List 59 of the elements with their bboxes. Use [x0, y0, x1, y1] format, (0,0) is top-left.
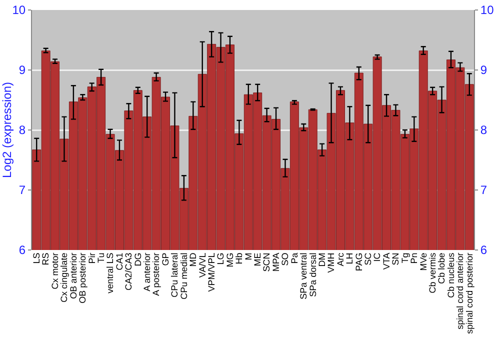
x-tick-label: Cb vermis	[427, 252, 438, 294]
x-tick-label: DM	[316, 252, 327, 267]
y2-tick-label: 6	[480, 243, 488, 258]
x-tick-label: MG	[224, 252, 235, 268]
y-tick-label: 6	[18, 243, 26, 258]
x-tick-label: Cx motor	[50, 252, 60, 290]
x-tick-label: ME	[252, 252, 263, 266]
x-tick-label: LG	[216, 252, 226, 265]
x-tick-label: VTA	[381, 252, 392, 270]
x-tick-label: MD	[188, 252, 198, 267]
x-tick-label: SPa ventral	[298, 252, 309, 300]
x-tick-label: ventral LS	[105, 252, 116, 294]
x-tick-label: VPM/VPL	[206, 252, 216, 292]
x-tick-label: SPa dorsal	[308, 252, 318, 297]
x-tick-label: LH	[344, 252, 355, 264]
x-tick-label: DG	[132, 252, 143, 266]
y-tick-label: 9	[18, 63, 26, 78]
y-tick-label: 7	[18, 183, 26, 198]
x-tick-label: MVe	[418, 252, 428, 271]
y2-tick-label: 10	[480, 3, 494, 18]
x-tick-label: RS	[40, 252, 51, 266]
x-tick-label: A posterior	[151, 252, 162, 296]
x-tick-label: VMH	[326, 252, 336, 273]
x-tick-label: Cb nucleus	[446, 252, 456, 298]
x-tick-label: SO	[280, 252, 290, 266]
x-tick-label: CA1	[114, 252, 124, 270]
x-tick-label: PAG	[354, 252, 364, 272]
x-tick-label: SC	[363, 252, 374, 266]
x-tick-label: CA2/CA3	[124, 252, 134, 290]
x-tick-label: A anterior	[142, 252, 152, 292]
x-tick-label: Cx cingulate	[59, 252, 70, 302]
x-tick-label: OB posterior	[78, 252, 88, 304]
x-tick-label: Pa	[289, 252, 300, 264]
x-tick-label: CPu lateral	[170, 252, 180, 298]
x-tick-label: spinal cord anterior	[455, 252, 466, 330]
x-tick-label: Pir	[86, 252, 97, 264]
x-tick-label: MPA	[270, 252, 281, 272]
x-tick-label: M	[243, 252, 254, 260]
x-tick-label: VA/VL	[197, 252, 208, 278]
x-tick-label: Tu	[96, 252, 106, 263]
x-tick-label: CPu medial	[178, 252, 189, 300]
x-tick-label: Hb	[234, 252, 244, 264]
x-tick-label: SCN	[262, 252, 272, 272]
y-tick-label: 8	[18, 123, 26, 138]
y2-tick-label: 8	[480, 123, 488, 138]
y2-tick-label: 7	[480, 183, 488, 198]
x-tick-label: Tg	[400, 252, 410, 264]
x-tick-label: LS	[32, 252, 42, 264]
x-tick-label: Pn	[409, 252, 420, 264]
x-tick-label: spinal cord posterior	[464, 252, 474, 334]
y-tick-label: 10	[12, 3, 26, 18]
x-tick-label: Arc	[335, 252, 346, 266]
x-tick-label: GP	[160, 252, 170, 266]
y2-tick-label: 9	[480, 63, 488, 78]
x-tick-label: OB anterior	[68, 252, 78, 299]
x-tick-label: SN	[390, 252, 401, 266]
x-tick-label: Cb lobe	[436, 252, 447, 284]
y-axis-title: Log2 (expression)	[0, 82, 14, 178]
x-tick-label: IC	[372, 252, 382, 262]
